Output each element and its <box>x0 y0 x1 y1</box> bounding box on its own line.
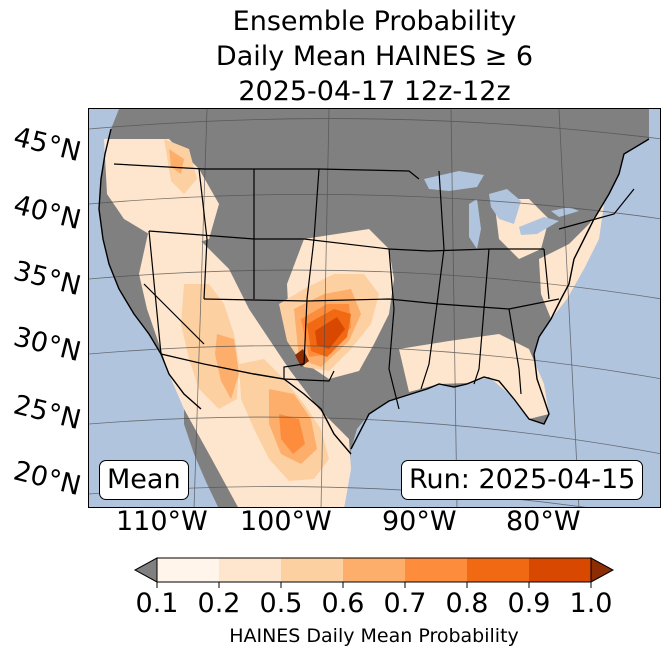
colorbar-bin-4 <box>405 558 467 582</box>
colorbar-frame <box>156 557 592 583</box>
colorbar-tick-label-0.8: 0.8 <box>445 588 489 619</box>
lon-label-80w: 80°W <box>506 506 581 537</box>
state-boundaries <box>113 163 635 410</box>
colorbar-bin-0 <box>157 558 219 582</box>
probability-map: Mean Run: 2025-04-15 <box>88 108 661 508</box>
lat-label-25n: 25°N <box>10 389 84 437</box>
lon-label-100w: 100°W <box>240 506 332 537</box>
colorbar-tick-label-0.2: 0.2 <box>197 588 241 619</box>
map-title-line-1: Ensemble Probability <box>232 6 517 37</box>
colorbar-bin-6 <box>529 558 591 582</box>
lat-label-20n: 20°N <box>10 455 84 503</box>
colorbar-tick-label-0.1: 0.1 <box>135 588 179 619</box>
stat-label-box: Mean <box>99 460 189 500</box>
map-title-line-3: 2025-04-17 12z-12z <box>238 76 511 107</box>
lat-label-35n: 35°N <box>10 255 84 303</box>
colorbar-tick-label-1.0: 1.0 <box>569 588 613 619</box>
colorbar-tick-label-0.6: 0.6 <box>321 588 365 619</box>
colorbar-tick-label-0.9: 0.9 <box>507 588 551 619</box>
colorbar <box>133 557 615 588</box>
colorbar-bin-1 <box>219 558 281 582</box>
map-title-line-2: Daily Mean HAINES ≥ 6 <box>215 41 534 72</box>
run-date-box: Run: 2025-04-15 <box>401 460 644 500</box>
colorbar-under-arrow <box>133 557 158 583</box>
lat-label-30n: 30°N <box>10 321 84 369</box>
probability-shading <box>104 139 604 507</box>
colorbar-ticks <box>156 582 592 588</box>
colorbar-bin-3 <box>343 558 405 582</box>
us-mexico-border <box>160 353 352 455</box>
colorbar-title: HAINES Daily Mean Probability <box>229 625 519 647</box>
colorbar-over-arrow <box>590 557 615 583</box>
lon-label-110w: 110°W <box>116 506 208 537</box>
map-canvas <box>89 109 660 507</box>
colorbar-bin-2 <box>281 558 343 582</box>
coastline <box>98 128 650 450</box>
lat-label-40n: 40°N <box>10 189 84 237</box>
lat-label-45n: 45°N <box>10 121 84 169</box>
colorbar-bin-5 <box>467 558 529 582</box>
colorbar-tick-label-0.7: 0.7 <box>383 588 427 619</box>
colorbar-tick-label-0.5: 0.5 <box>259 588 303 619</box>
lon-label-90w: 90°W <box>382 506 457 537</box>
graticule <box>89 109 660 507</box>
